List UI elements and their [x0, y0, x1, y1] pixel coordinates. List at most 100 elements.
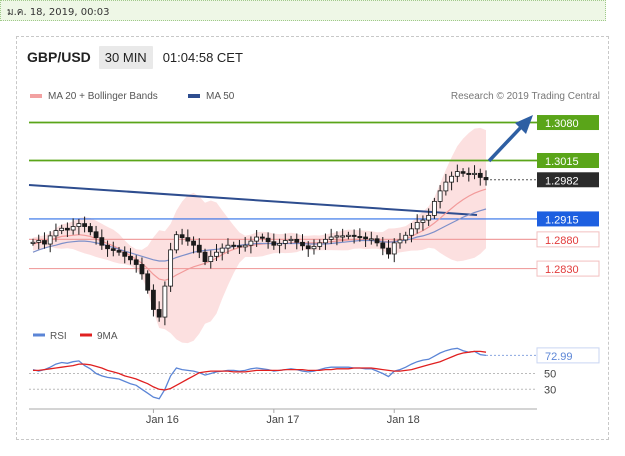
- candle-body: [483, 177, 489, 181]
- candle-body: [323, 238, 328, 244]
- candle-body: [277, 243, 282, 246]
- candle-body: [317, 242, 323, 247]
- level-badge: 1.2880: [536, 231, 600, 248]
- candle-body: [288, 238, 294, 241]
- symbol-label: GBP/USD: [27, 49, 91, 65]
- level-badge-bg: [536, 260, 600, 277]
- bollinger-band: [33, 127, 486, 344]
- candle-body: [59, 227, 65, 232]
- level-badge: 1.2982: [537, 172, 599, 188]
- credit-label: Research © 2019 Trading Central: [451, 91, 600, 102]
- ma9-line: [33, 350, 487, 391]
- candle-body: [185, 237, 191, 242]
- candle-body: [237, 245, 242, 248]
- level-badge: 1.3080: [537, 115, 599, 131]
- candle-body: [426, 215, 432, 221]
- level-badge: 1.2830: [536, 260, 600, 277]
- datetime-bar: ม.ค. 18, 2019, 00:03: [0, 0, 606, 21]
- rsi-badge-bg: [536, 347, 600, 364]
- forecast-arrow-head: [515, 115, 533, 134]
- x-tick-label: Jan 17: [266, 414, 299, 426]
- candle-body: [173, 234, 179, 251]
- level-badge-label: 1.2915: [545, 214, 579, 226]
- candle-body: [368, 238, 374, 241]
- chart-panel: GBP/USD 30 MIN 01:04:58 CET MA 20 + Boll…: [16, 36, 609, 440]
- level-badge-label: 1.2830: [545, 264, 579, 276]
- candle-body: [454, 171, 460, 177]
- rsi-badge: 72.99: [536, 347, 600, 364]
- x-tick-label: Jan 16: [146, 414, 179, 426]
- candle-body: [380, 242, 386, 249]
- candle-body: [151, 289, 156, 310]
- rsi-panel: 50 30 72.99: [29, 347, 600, 400]
- level-badge-bg: [537, 153, 599, 168]
- time-label: 01:04:58 CET: [162, 49, 243, 65]
- level-badge-bg: [537, 115, 599, 131]
- legend-bb-label: MA 20 + Bollinger Bands: [48, 91, 158, 102]
- candle-body: [265, 237, 271, 243]
- candle-body: [248, 240, 254, 246]
- candle-body: [42, 240, 47, 245]
- level-badge-label: 1.3015: [545, 156, 579, 168]
- candle-body: [386, 247, 391, 255]
- candle-body: [133, 259, 139, 265]
- rsi-badge-label: 72.99: [545, 351, 573, 363]
- level-labels: 1.3080 1.3015 1.2982 1.2915 1.2880 1.2830: [536, 115, 600, 277]
- candle-body: [340, 235, 346, 238]
- level-badge-label: 1.2880: [545, 235, 579, 247]
- trendlines: [28, 184, 478, 216]
- descending-trendline: [28, 184, 478, 216]
- datetime-label: ม.ค. 18, 2019, 00:03: [7, 7, 110, 18]
- candle-body: [76, 223, 82, 227]
- x-axis-ticks: Jan 16 Jan 17 Jan 18: [146, 409, 420, 426]
- candle-body: [53, 230, 59, 237]
- candle-body: [202, 251, 208, 262]
- price-levels: [29, 121, 537, 270]
- candle-body: [168, 249, 174, 287]
- forecast-arrow: [487, 115, 533, 163]
- candle-body: [93, 231, 99, 239]
- candles: [30, 164, 489, 326]
- x-tick-label: Jan 18: [387, 414, 420, 426]
- legend-bb-swatch: [30, 94, 42, 98]
- candle-body: [357, 236, 363, 239]
- timeframe-badge[interactable]: 30 MIN: [98, 45, 153, 69]
- candle-body: [311, 245, 317, 250]
- legend-ma50-swatch: [188, 94, 200, 98]
- candle-body: [70, 226, 76, 231]
- candle-body: [242, 244, 248, 248]
- candle-body: [110, 248, 116, 251]
- candle-body: [208, 255, 214, 262]
- candle-body: [403, 234, 409, 241]
- candle-body: [282, 240, 288, 244]
- candle-body: [254, 236, 260, 242]
- level-badge-label: 1.3080: [545, 118, 579, 130]
- ma9-legend-label: 9MA: [97, 331, 118, 342]
- candle-body: [219, 247, 225, 253]
- candle-body: [271, 241, 277, 246]
- candle-body: [466, 172, 472, 175]
- level-badge: 1.3015: [537, 153, 599, 168]
- price-chart: MA 20 + Bollinger Bands MA 50 Research ©…: [28, 91, 600, 426]
- candle-body: [145, 273, 151, 291]
- candle-body: [191, 240, 196, 246]
- candle-body: [128, 255, 133, 261]
- candle-body: [345, 234, 351, 237]
- candle-body: [300, 241, 305, 247]
- candle-body: [391, 242, 397, 255]
- candle-body: [351, 234, 357, 237]
- candle-body: [305, 245, 311, 250]
- candle-body: [443, 181, 449, 192]
- rsi-tick-label: 30: [544, 384, 556, 396]
- bollinger-fill: [33, 127, 486, 344]
- candle-body: [82, 223, 88, 227]
- candle-body: [36, 240, 42, 243]
- candle-body: [162, 285, 168, 318]
- candle-body: [477, 172, 483, 178]
- candle-body: [156, 309, 162, 318]
- candle-body: [105, 244, 110, 250]
- candle-body: [99, 237, 105, 246]
- candle-body: [294, 238, 300, 243]
- candle-body: [259, 236, 265, 239]
- candle-body: [87, 226, 93, 233]
